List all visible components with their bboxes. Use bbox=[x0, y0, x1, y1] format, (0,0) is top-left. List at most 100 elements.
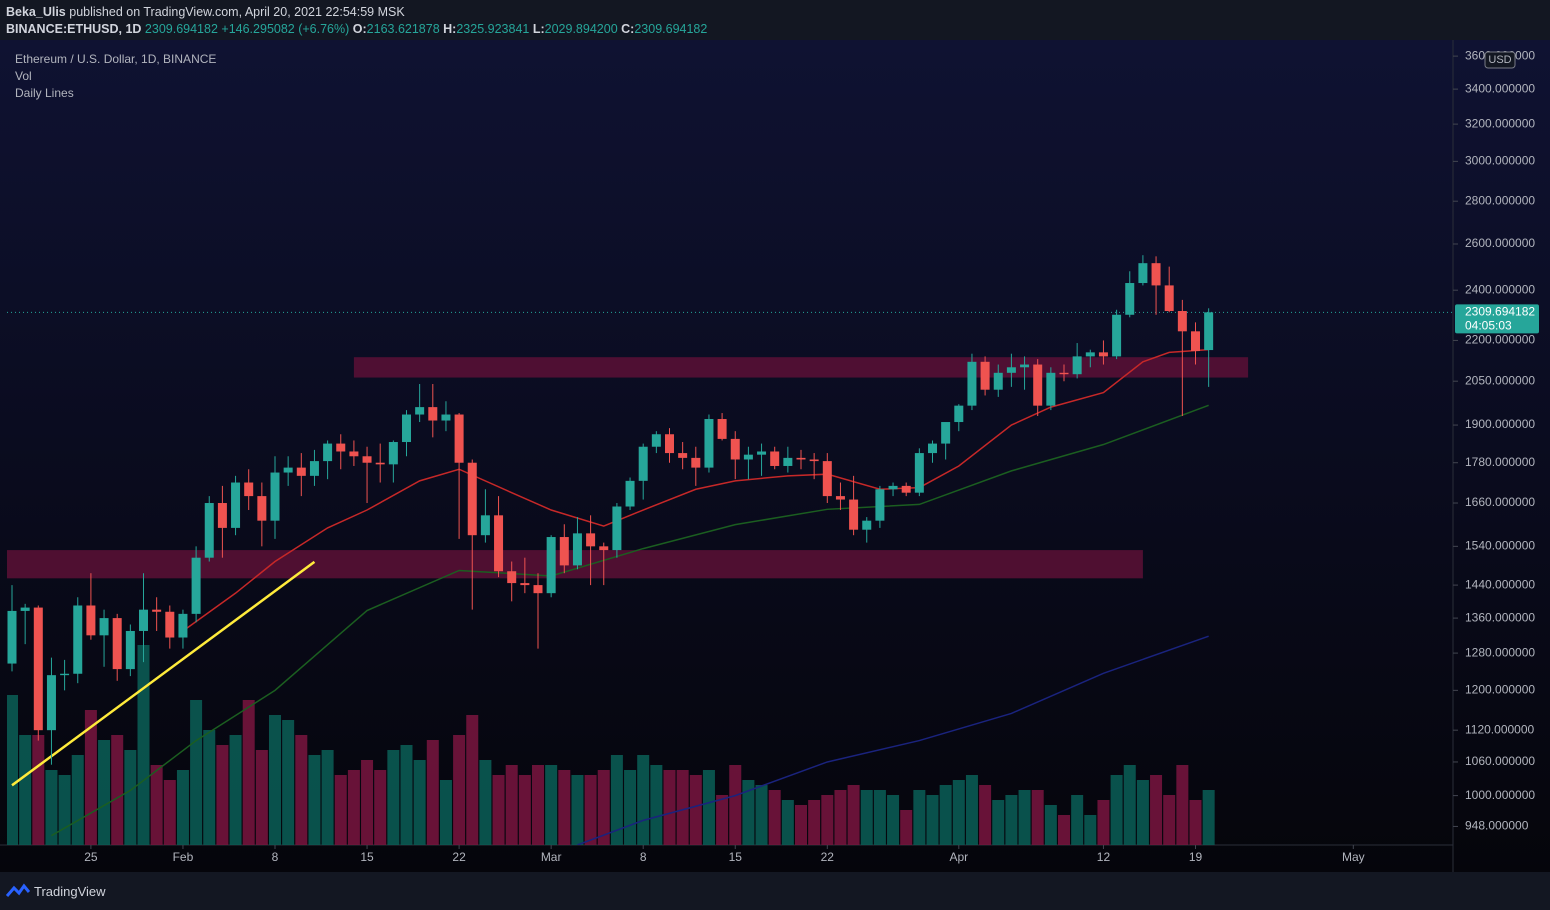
volume-bar bbox=[979, 785, 992, 845]
volume-bar bbox=[137, 645, 150, 845]
candle-body bbox=[835, 496, 845, 500]
volume-bar bbox=[1202, 790, 1215, 845]
volume-bar bbox=[808, 800, 821, 845]
y-tick-label: 2800.000000 bbox=[1465, 193, 1535, 207]
volume-bar bbox=[532, 765, 544, 845]
candle-body bbox=[586, 533, 596, 547]
volume-bar bbox=[479, 760, 492, 845]
x-tick-label: 22 bbox=[452, 850, 466, 864]
volume-bar bbox=[992, 800, 1005, 845]
candle-body bbox=[7, 610, 17, 664]
x-tick-label: Apr bbox=[949, 850, 968, 864]
brand: TradingView bbox=[34, 884, 106, 899]
volume-bar bbox=[124, 750, 137, 845]
candle-body bbox=[822, 461, 832, 497]
header: Beka_Ulis published on TradingView.com, … bbox=[0, 0, 1550, 40]
candle-body bbox=[1006, 367, 1016, 373]
volume-bar bbox=[71, 755, 84, 845]
volume-bar bbox=[913, 790, 926, 845]
volume-bar bbox=[98, 740, 111, 845]
x-tick-label: 12 bbox=[1097, 850, 1111, 864]
candle-body bbox=[533, 585, 543, 594]
candle-body bbox=[1138, 263, 1148, 284]
candle-body bbox=[362, 456, 372, 463]
volume-bar bbox=[518, 775, 531, 845]
y-tick-label: 1900.000000 bbox=[1465, 417, 1535, 431]
volume-bar bbox=[939, 785, 952, 845]
candle-body bbox=[1151, 263, 1161, 286]
candle-body bbox=[717, 419, 727, 439]
volume-bar bbox=[781, 800, 794, 845]
candle-body bbox=[862, 520, 872, 530]
candle-body bbox=[217, 503, 227, 528]
volume-bar bbox=[176, 770, 189, 845]
open: 2163.621878 bbox=[366, 22, 440, 36]
candle-body bbox=[520, 583, 530, 586]
volume-bar bbox=[1044, 805, 1057, 845]
volume-bar bbox=[716, 795, 729, 845]
volume-bar bbox=[361, 760, 374, 845]
x-tick-label: 8 bbox=[272, 850, 279, 864]
candle-body bbox=[467, 462, 477, 536]
volume-bar bbox=[795, 805, 807, 845]
candle-body bbox=[914, 453, 924, 493]
volume-bar bbox=[584, 775, 597, 845]
volume-bar bbox=[387, 750, 400, 845]
volume-bar bbox=[887, 795, 900, 845]
candle-body bbox=[454, 414, 464, 463]
candle-body bbox=[928, 443, 937, 454]
zone bbox=[7, 550, 1143, 579]
volume-bar bbox=[597, 770, 610, 845]
candle-body bbox=[309, 461, 319, 476]
candle-body bbox=[770, 451, 780, 466]
volume-bar bbox=[702, 770, 715, 845]
volume-bar bbox=[282, 720, 295, 845]
candle-body bbox=[165, 611, 175, 638]
volume-bar bbox=[413, 760, 426, 845]
candle-body bbox=[809, 459, 819, 462]
volume-bar bbox=[400, 745, 413, 845]
ohlc-line: BINANCE:ETHUSD, 1D 2309.694182 +146.2950… bbox=[6, 22, 707, 36]
candle-body bbox=[323, 443, 333, 462]
y-tick-label: 3000.000000 bbox=[1465, 154, 1535, 168]
x-tick-label: 8 bbox=[640, 850, 647, 864]
volume-bar bbox=[1176, 765, 1189, 845]
volume-bar bbox=[269, 715, 281, 845]
volume-bar bbox=[873, 790, 886, 845]
x-tick-label: Feb bbox=[173, 850, 194, 864]
y-tick-label: 3400.000000 bbox=[1465, 81, 1535, 95]
volume-bar bbox=[163, 780, 176, 845]
publish-line: Beka_Ulis published on TradingView.com, … bbox=[6, 5, 405, 19]
y-tick-label: 1000.000000 bbox=[1465, 788, 1535, 802]
candle-body bbox=[480, 515, 490, 536]
volume-bar bbox=[229, 735, 242, 845]
y-tick-label: 1780.000000 bbox=[1465, 455, 1535, 469]
l-label: L: bbox=[532, 22, 545, 36]
candle-body bbox=[178, 613, 188, 638]
volume-bar bbox=[821, 795, 834, 845]
indicator: Vol bbox=[15, 69, 32, 83]
volume-bar bbox=[334, 775, 347, 845]
volume-bar bbox=[492, 775, 505, 845]
candle-body bbox=[257, 496, 267, 521]
y-tick-label: 1200.000000 bbox=[1465, 683, 1535, 697]
volume-bar bbox=[1163, 795, 1176, 845]
volume-bar bbox=[768, 790, 781, 845]
candle-body bbox=[270, 472, 280, 521]
candle-body bbox=[112, 618, 122, 670]
candle-body bbox=[349, 451, 359, 457]
volume-bar bbox=[1150, 775, 1163, 845]
volume-bar bbox=[742, 780, 755, 845]
volume-bar bbox=[952, 780, 965, 845]
y-tick-label: 1280.000000 bbox=[1465, 645, 1535, 659]
y-tick-label: 1440.000000 bbox=[1465, 577, 1535, 591]
candle-body bbox=[507, 571, 517, 584]
candle-body bbox=[415, 407, 425, 415]
indicator: Daily Lines bbox=[15, 86, 74, 100]
volume-bar bbox=[1123, 765, 1136, 845]
candle-body bbox=[60, 673, 70, 676]
y-tick-label: 2600.000000 bbox=[1465, 236, 1535, 250]
volume-bar bbox=[374, 770, 387, 845]
candle-body bbox=[730, 438, 740, 460]
volume-bar bbox=[663, 770, 676, 845]
